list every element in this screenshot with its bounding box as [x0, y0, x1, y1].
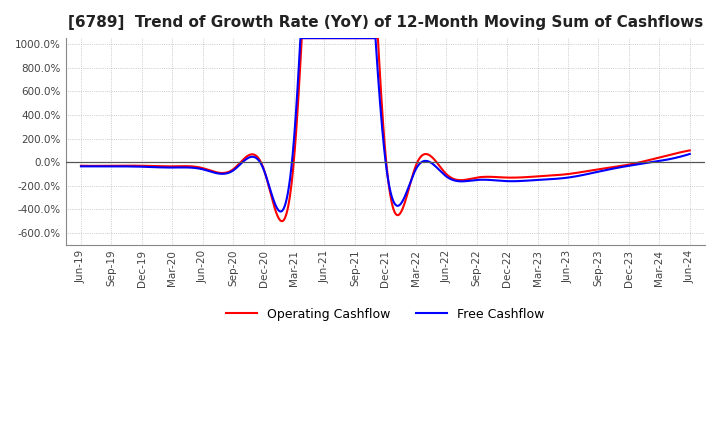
Free Cashflow — [668, 156, 677, 161]
Free Cashflow — [276, 209, 285, 214]
Free Cashflow — [668, 156, 677, 161]
Free Cashflow — [685, 151, 694, 157]
Free Cashflow — [108, 164, 117, 169]
Operating Cashflow — [297, 36, 306, 41]
Operating Cashflow — [685, 148, 694, 153]
Title: [6789]  Trend of Growth Rate (YoY) of 12-Month Moving Sum of Cashflows: [6789] Trend of Growth Rate (YoY) of 12-… — [68, 15, 703, 30]
Operating Cashflow — [668, 151, 677, 157]
Operating Cashflow — [668, 151, 677, 157]
Free Cashflow — [296, 36, 305, 41]
Free Cashflow — [373, 67, 382, 73]
Operating Cashflow — [108, 163, 117, 169]
Legend: Operating Cashflow, Free Cashflow: Operating Cashflow, Free Cashflow — [221, 303, 549, 326]
Operating Cashflow — [373, 36, 382, 41]
Operating Cashflow — [557, 172, 565, 177]
Operating Cashflow — [357, 36, 366, 41]
Free Cashflow — [76, 164, 85, 169]
Line: Operating Cashflow: Operating Cashflow — [81, 38, 690, 221]
Line: Free Cashflow: Free Cashflow — [81, 38, 690, 212]
Operating Cashflow — [76, 163, 85, 169]
Free Cashflow — [557, 176, 565, 181]
Free Cashflow — [357, 36, 366, 41]
Operating Cashflow — [278, 219, 287, 224]
